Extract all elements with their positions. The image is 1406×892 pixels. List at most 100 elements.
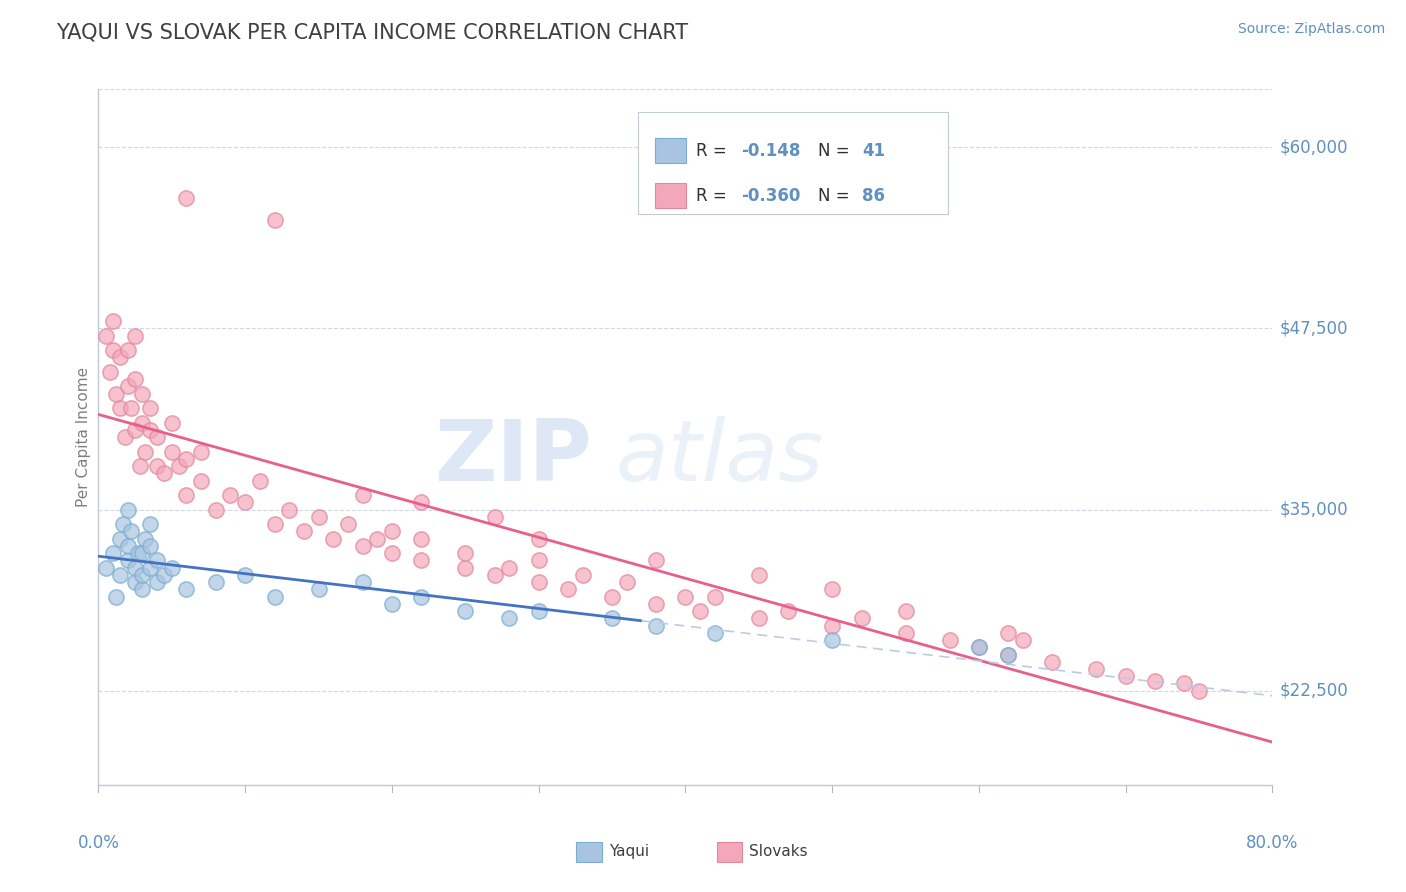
Point (411, 553, 433, 567)
Point (703, 590, 725, 604)
Point (263, 516, 285, 531)
Text: N =: N = (818, 142, 851, 160)
Point (110, 351, 132, 365)
Point (498, 611, 520, 625)
Point (249, 474, 271, 488)
Point (110, 532, 132, 546)
Point (233, 495, 256, 509)
Point (124, 423, 146, 437)
Point (117, 379, 139, 393)
Point (120, 524, 142, 539)
Point (821, 618, 844, 632)
Point (527, 532, 550, 546)
Point (616, 574, 638, 589)
Point (675, 590, 697, 604)
Point (176, 451, 198, 466)
Point (352, 539, 374, 553)
Point (938, 633, 960, 648)
Point (600, 590, 623, 604)
Point (153, 567, 176, 582)
Point (411, 590, 433, 604)
Point (139, 560, 162, 574)
Point (454, 546, 477, 560)
Point (124, 328, 146, 343)
Point (454, 560, 477, 574)
Point (101, 546, 124, 560)
Point (997, 648, 1019, 662)
Point (1085, 662, 1108, 676)
Point (110, 567, 132, 582)
Text: 0.0%: 0.0% (77, 834, 120, 852)
Text: 86: 86 (862, 187, 884, 205)
Text: $22,500: $22,500 (1279, 681, 1348, 699)
Point (571, 567, 593, 582)
Point (131, 582, 153, 597)
Point (366, 532, 388, 546)
Point (336, 516, 359, 531)
Text: R =: R = (696, 187, 727, 205)
Point (134, 532, 156, 546)
Point (411, 495, 433, 509)
Point (94, 560, 117, 574)
Point (190, 474, 212, 488)
Point (190, 444, 212, 458)
Point (167, 458, 190, 473)
Point (105, 590, 128, 604)
Point (105, 386, 128, 401)
Point (176, 191, 198, 205)
Text: Source: ZipAtlas.com: Source: ZipAtlas.com (1237, 22, 1385, 37)
Point (411, 532, 433, 546)
Point (114, 430, 136, 444)
Point (308, 582, 330, 597)
Point (131, 386, 153, 401)
Text: Slovaks: Slovaks (749, 845, 808, 859)
Point (94, 328, 117, 343)
Point (292, 524, 315, 539)
Point (894, 604, 917, 618)
Point (233, 567, 256, 582)
Point (146, 458, 169, 473)
Text: 41: 41 (862, 142, 886, 160)
Point (484, 509, 506, 524)
Point (101, 343, 124, 357)
Point (98, 365, 121, 379)
Point (131, 567, 153, 582)
Point (120, 401, 142, 415)
Point (124, 574, 146, 589)
Point (498, 560, 520, 574)
Point (997, 648, 1019, 662)
Point (139, 401, 162, 415)
Point (894, 625, 917, 640)
Point (127, 546, 149, 560)
Text: atlas: atlas (614, 417, 823, 500)
Point (117, 553, 139, 567)
Point (146, 574, 169, 589)
Text: 80.0%: 80.0% (1246, 834, 1299, 852)
Text: $60,000: $60,000 (1279, 138, 1348, 156)
Point (117, 539, 139, 553)
Point (645, 553, 668, 567)
Point (851, 611, 873, 625)
Point (454, 604, 477, 618)
Text: $47,500: $47,500 (1279, 319, 1348, 337)
Point (967, 640, 990, 655)
Point (748, 611, 770, 625)
Y-axis label: Per Capita Income: Per Capita Income (76, 367, 91, 508)
Point (110, 401, 132, 415)
Point (205, 574, 228, 589)
Point (112, 516, 135, 531)
Point (146, 553, 169, 567)
Point (557, 582, 579, 597)
Point (124, 372, 146, 386)
Point (124, 560, 146, 574)
Text: -0.360: -0.360 (741, 187, 800, 205)
Point (139, 539, 162, 553)
Point (381, 546, 404, 560)
Text: $35,000: $35,000 (1279, 500, 1348, 518)
Point (703, 625, 725, 640)
Point (967, 640, 990, 655)
Text: -0.148: -0.148 (741, 142, 800, 160)
Point (146, 430, 169, 444)
Text: ZIP: ZIP (434, 417, 592, 500)
Point (527, 604, 550, 618)
